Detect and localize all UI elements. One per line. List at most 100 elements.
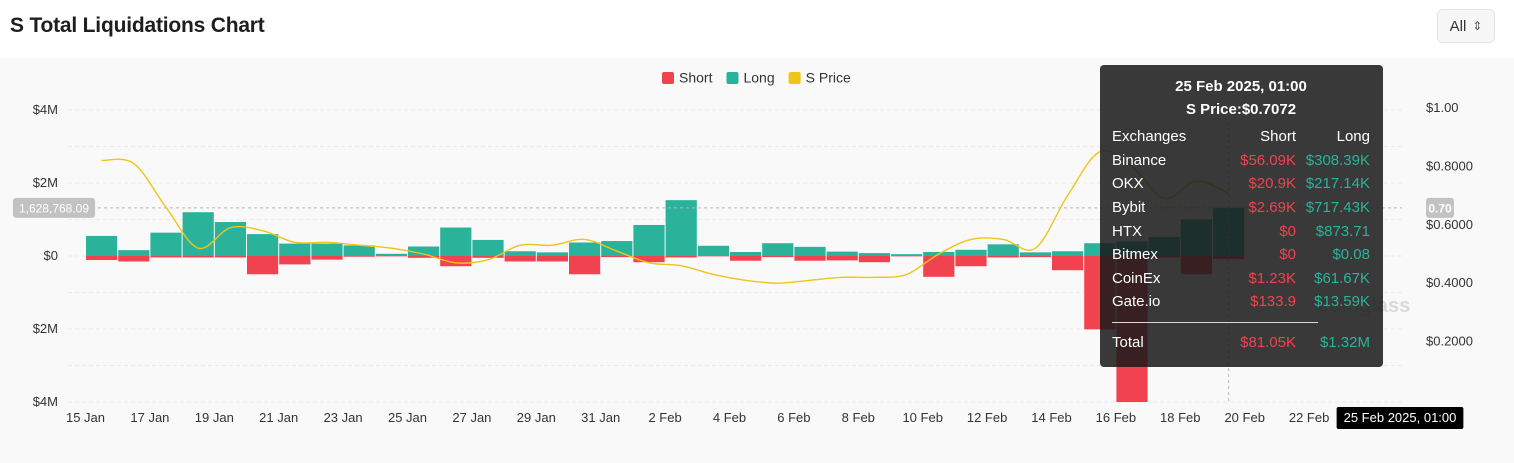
x-tick-label: 22 Feb [1289,410,1329,425]
long-bar[interactable] [279,243,311,256]
short-bar[interactable] [279,256,311,265]
y-axis-left: $4M $2M $0 $2M $4M [33,102,58,409]
long-bar[interactable] [311,243,343,256]
short-bar[interactable] [214,256,246,258]
short-bar[interactable] [987,256,1019,258]
long-bar[interactable] [118,250,150,256]
long-bar[interactable] [955,249,987,256]
tooltip-long-value: $217.14K [1305,175,1370,193]
y-right-tick-label: $0.6000 [1426,217,1473,232]
short-bar[interactable] [472,256,504,258]
y-tick-label: $4M [33,102,58,117]
long-bar[interactable] [697,245,729,256]
tooltip-total-row: Total $81.05K $1.32M [1112,331,1370,355]
long-bar[interactable] [987,244,1019,256]
short-bar[interactable] [730,256,762,261]
short-bar[interactable] [408,256,440,258]
tooltip-exchange: Bybit [1112,199,1146,217]
long-bar[interactable] [408,246,440,256]
legend-item[interactable]: Long [743,70,774,86]
tooltip-row: OKX $20.9K $217.14K [1112,172,1370,196]
short-bar[interactable] [601,256,633,258]
short-bar[interactable] [1052,256,1084,271]
short-bar[interactable] [1019,256,1051,258]
short-bar[interactable] [343,256,375,257]
crosshair-date-bg [1336,407,1464,429]
tooltip-long-value: $717.43K [1305,199,1370,217]
y-tick-label: $2M [33,175,58,190]
long-bar[interactable] [150,232,182,256]
legend-item[interactable]: Short [679,70,713,86]
tooltip-total-label: Total [1112,334,1144,352]
x-tick-label: 20 Feb [1224,410,1264,425]
long-bar[interactable] [182,212,214,256]
short-bar[interactable] [182,256,214,258]
range-select[interactable]: All ⇕ [1437,9,1495,43]
short-bar[interactable] [536,256,568,262]
long-bar[interactable] [86,235,118,256]
short-bar[interactable] [504,256,536,262]
long-bar[interactable] [601,241,633,256]
tooltip-short-value: $0 [1279,222,1296,240]
x-tick-label: 16 Feb [1096,410,1136,425]
long-bar[interactable] [536,252,568,256]
legend-swatch [788,72,801,84]
short-bar[interactable] [569,256,601,275]
long-bar[interactable] [633,224,665,256]
short-bar[interactable] [311,256,343,260]
short-bar[interactable] [923,256,955,277]
x-tick-label: 2 Feb [648,410,681,425]
y-right-tick-label: $0.2000 [1426,334,1473,349]
short-bar[interactable] [858,256,890,263]
tooltip-total-long: $1.32M [1319,334,1370,352]
long-bar[interactable] [472,239,504,256]
legend-swatch [662,72,674,84]
crosshair-price-bg [1426,197,1454,218]
tooltip-short-value: $56.09K [1240,151,1296,169]
tooltip-total-short: $81.05K [1240,334,1296,352]
tooltip-row: HTX $0 $873.71 [1112,219,1370,243]
x-tick-label: 25 Jan [388,410,427,425]
short-bar[interactable] [150,256,182,258]
long-bar[interactable] [762,243,794,256]
long-bar[interactable] [891,254,923,256]
price-series-line [101,150,1229,284]
legend-item[interactable]: S Price [806,70,851,86]
tooltip-short-value: $2.69K [1248,199,1296,217]
tooltip: 25 Feb 2025, 01:00 S Price:$0.7072 Excha… [1100,65,1383,367]
x-tick-label: 21 Jan [259,410,298,425]
long-bar[interactable] [1019,252,1051,256]
long-bar[interactable] [1052,251,1084,256]
long-bar[interactable] [794,246,826,256]
long-bar[interactable] [858,253,890,256]
long-bar[interactable] [247,234,279,256]
tooltip-row: Gate.io $133.9 $13.59K [1112,290,1370,314]
y-right-tick-label: $0.8000 [1426,158,1473,173]
x-tick-label: 18 Feb [1160,410,1200,425]
short-bar[interactable] [86,256,118,261]
short-bar[interactable] [762,256,794,258]
short-bar[interactable] [665,256,697,258]
tooltip-short-value: $133.9 [1250,293,1296,311]
x-tick-label: 6 Feb [777,410,810,425]
x-tick-label: 10 Feb [902,410,942,425]
short-bar[interactable] [955,256,987,267]
short-bar[interactable] [247,256,279,275]
x-tick-label: 27 Jan [452,410,491,425]
legend-swatch [726,72,739,84]
short-bar[interactable] [440,256,472,267]
short-bar[interactable] [633,256,665,263]
long-bar[interactable] [343,245,375,256]
long-bar[interactable] [375,253,407,256]
short-bar[interactable] [794,256,826,261]
short-bar[interactable] [118,256,150,262]
tooltip-row: Bybit $2.69K $717.43K [1112,196,1370,220]
long-bar[interactable] [569,242,601,256]
long-bar[interactable] [665,200,697,256]
long-bar[interactable] [730,251,762,256]
tooltip-exchange: CoinEx [1112,269,1161,287]
long-bar[interactable] [504,251,536,256]
long-bar[interactable] [826,251,858,256]
long-bar[interactable] [440,227,472,256]
short-bar[interactable] [826,256,858,261]
